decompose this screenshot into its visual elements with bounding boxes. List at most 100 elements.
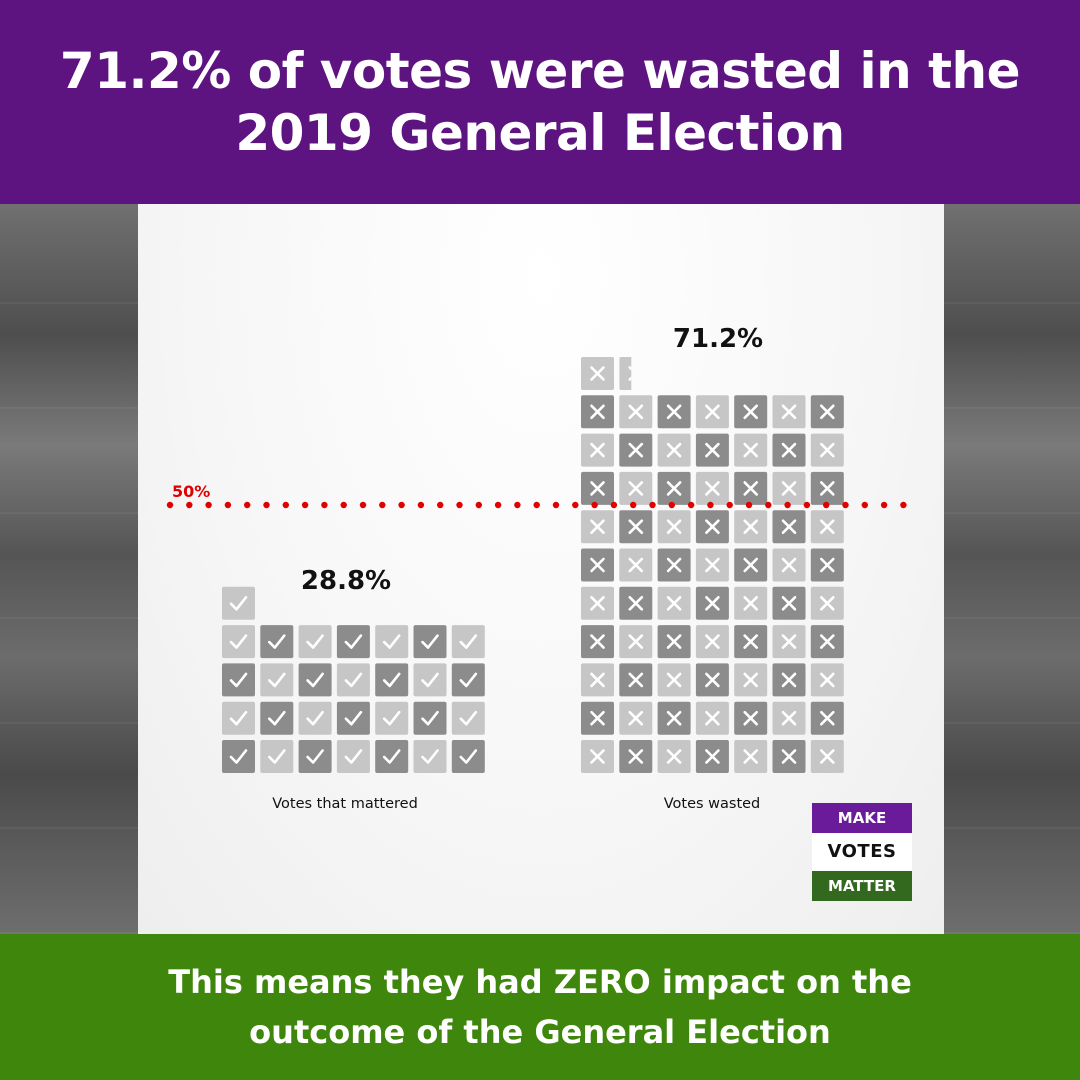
check-icon [344,749,363,764]
check-icon [382,634,401,649]
waffle-tile-wasted [657,510,691,544]
waffle-tile-mattered [413,625,447,659]
cross-icon [705,404,720,420]
waffle-tile-wasted [772,433,806,467]
cross-icon [820,710,835,726]
threshold-dot [417,501,425,509]
waffle-tile-wasted [810,471,844,505]
waffle-tile-wasted [810,740,844,773]
cross-icon [590,557,605,573]
waffle-tile-wasted [810,395,844,429]
waffle-tile-wasted [619,471,653,505]
threshold-dot [591,501,598,509]
threshold-dot [668,501,675,509]
threshold-dot [475,501,482,509]
cross-icon [628,557,644,573]
check-icon [229,595,248,611]
threshold-dot [166,501,174,509]
waffle-tile-mattered [260,740,294,773]
check-icon [229,672,248,688]
waffle-tile-wasted [810,548,844,582]
check-icon [344,710,363,726]
cross-icon [781,519,797,534]
logo-votes: VOTES [812,833,912,871]
value-label-wasted: 71.2% [673,324,763,354]
threshold-dot [861,501,868,509]
cross-icon [743,672,758,688]
waffle-tile-wasted [734,740,768,773]
waffle-tile-wasted [695,471,729,505]
cross-icon [628,404,644,420]
threshold-dot [224,501,232,509]
threshold-dot [765,501,772,509]
cross-icon [705,749,720,764]
threshold-dot [263,501,270,509]
threshold-dot [842,501,849,509]
cross-icon [781,634,797,649]
threshold-dot [630,501,637,509]
waffle-tile-mattered [413,663,447,697]
check-icon [382,749,401,764]
waffle-tile-wasted [695,548,729,582]
cross-icon [781,442,797,458]
background-photo-collage-right [944,204,1080,934]
waffle-tile-wasted [810,701,844,735]
cross-icon [628,710,644,726]
waffle-tile-mattered [413,740,447,773]
threshold-dot [649,501,656,509]
waffle-tile-mattered [336,663,370,697]
threshold-dot [514,501,521,509]
cross-icon [743,596,758,611]
cross-icon [705,672,720,688]
waffle-tile-wasted [619,740,653,773]
waffle-tile-wasted [810,625,844,659]
logo-make: MAKE [812,803,912,833]
cross-icon [820,519,835,534]
threshold-dot [359,501,367,509]
threshold-dot [301,501,309,509]
threshold-dot [880,501,888,509]
cross-icon [590,442,605,458]
check-icon [421,634,439,649]
threshold-dot [398,501,405,509]
cross-icon [820,749,835,764]
cross-icon [820,404,835,420]
cross-icon [705,634,720,649]
cross-icon [820,442,835,458]
threshold-dot [803,501,811,509]
cross-icon [743,481,758,496]
threshold-dot [745,501,753,509]
waffle-tile-wasted [695,586,729,620]
waffle-tile-wasted [772,548,806,582]
check-icon [306,710,324,726]
waffle-tile-wasted [772,740,806,773]
cross-icon [628,749,644,764]
check-icon [267,672,286,688]
check-icon [267,634,286,649]
threshold-dot [610,501,618,509]
cross-icon [590,710,605,726]
cross-icon [666,481,682,496]
cross-icon [705,557,720,573]
check-icon [306,749,324,764]
threshold-dot [552,501,560,509]
waffle-tile-wasted [695,663,729,697]
cross-icon [628,634,644,649]
check-icon [459,710,478,726]
waffle-tile-wasted [734,663,768,697]
check-icon [267,710,286,726]
cross-icon [781,404,797,420]
waffle-tile-mattered [451,625,485,659]
cross-icon [666,634,682,649]
threshold-dot [533,501,540,509]
waffle-tile-wasted [772,395,806,429]
waffle-tile-mattered [260,663,294,697]
cross-icon [743,404,758,420]
waffle-tile-mattered [451,663,485,697]
threshold-dot [456,501,463,509]
cross-icon [820,596,835,611]
waffle-tile-wasted [772,625,806,659]
waffle-tile-mattered [451,740,485,773]
cross-icon [743,634,758,649]
check-icon [306,672,324,688]
